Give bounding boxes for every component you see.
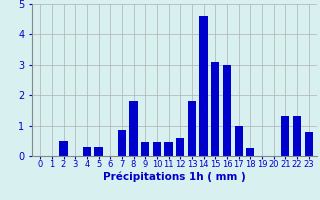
Bar	[188, 101, 196, 156]
Bar	[164, 142, 173, 156]
Bar	[130, 101, 138, 156]
Bar	[293, 116, 301, 156]
Bar	[141, 142, 149, 156]
Bar	[176, 138, 184, 156]
Bar	[118, 130, 126, 156]
Bar	[246, 148, 254, 156]
Bar	[199, 16, 208, 156]
Bar	[235, 126, 243, 156]
Bar	[305, 132, 313, 156]
Bar	[153, 142, 161, 156]
X-axis label: Précipitations 1h ( mm ): Précipitations 1h ( mm )	[103, 172, 246, 182]
Bar	[83, 147, 91, 156]
Bar	[94, 147, 103, 156]
Bar	[60, 141, 68, 156]
Bar	[281, 116, 289, 156]
Bar	[211, 62, 219, 156]
Bar	[223, 65, 231, 156]
